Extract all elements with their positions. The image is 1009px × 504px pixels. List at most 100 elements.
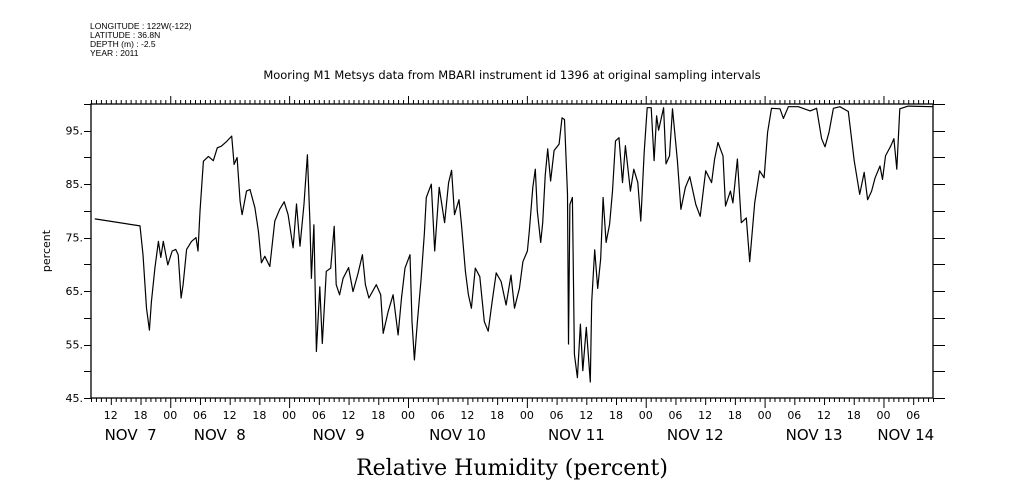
data-point — [597, 288, 599, 289]
data-point — [423, 234, 425, 235]
data-point — [833, 107, 834, 109]
data-point — [665, 163, 667, 165]
data-point — [180, 297, 182, 299]
data-point — [828, 131, 830, 133]
data-point — [821, 138, 822, 140]
data-point — [258, 230, 259, 232]
data-point — [643, 151, 645, 153]
data-point — [717, 142, 719, 143]
data-point — [567, 193, 568, 195]
data-point — [787, 106, 789, 108]
data-point — [438, 186, 440, 188]
data-point — [890, 145, 892, 147]
data-point — [203, 160, 204, 162]
data-point — [461, 224, 462, 226]
data-point — [171, 250, 173, 252]
y-tick-label: 95. — [66, 125, 84, 138]
data-point — [540, 242, 542, 243]
data-point — [640, 220, 642, 222]
x-day-label: NOV 9 — [313, 426, 365, 444]
x-day-label: NOV 7 — [105, 426, 157, 444]
data-point — [797, 106, 799, 108]
data-point — [495, 272, 497, 274]
data-point — [609, 223, 610, 225]
data-point — [470, 307, 472, 309]
data-point — [448, 182, 450, 183]
data-point — [474, 267, 476, 269]
x-hour-tick-label: 18 — [252, 409, 266, 422]
data-point — [553, 150, 555, 151]
x-hour-tick-label: 00 — [876, 409, 890, 422]
data-point — [397, 334, 399, 336]
data-point — [736, 158, 738, 160]
data-point — [684, 186, 686, 188]
data-point — [740, 222, 742, 224]
data-marks — [94, 105, 933, 383]
data-point — [669, 155, 670, 157]
data-point — [333, 226, 335, 227]
data-point — [763, 177, 765, 179]
data-point — [514, 307, 515, 309]
year-label: YEAR : 2011 — [90, 48, 139, 58]
data-point — [216, 147, 218, 149]
axes: 45. 55. 65. 75. 85. 95. 12 18 00 06 12 18 00 06 12 18 00… — [66, 96, 945, 444]
data-point — [236, 157, 238, 158]
data-point — [330, 267, 332, 269]
x-axis-title: Relative Humidity (percent) — [356, 456, 668, 481]
data-point — [874, 177, 876, 179]
data-point — [867, 199, 869, 201]
data-point — [689, 176, 691, 178]
data-point — [519, 288, 520, 289]
data-point — [303, 203, 305, 205]
data-point — [269, 266, 271, 267]
data-point — [465, 270, 466, 272]
data-point — [572, 197, 573, 198]
x-hour-tick-label: 06 — [906, 409, 920, 422]
data-point — [483, 321, 485, 322]
data-point — [569, 204, 571, 205]
x-hour-tick-label: 12 — [698, 409, 712, 422]
x-hour-tick-label: 18 — [728, 409, 742, 422]
data-point — [335, 284, 337, 286]
data-point — [771, 107, 772, 109]
data-point — [146, 307, 147, 309]
x-hour-tick-label: 18 — [371, 409, 385, 422]
y-tick-label: 55. — [66, 339, 84, 352]
x-hour-tick-label: 18 — [490, 409, 504, 422]
data-point — [695, 204, 697, 205]
data-point — [364, 284, 366, 286]
x-day-label: NOV 13 — [786, 426, 843, 444]
data-point — [809, 110, 811, 112]
data-point — [307, 154, 308, 156]
data-point — [151, 301, 152, 303]
data-point — [629, 190, 631, 192]
data-point — [730, 190, 731, 192]
data-point — [260, 262, 262, 264]
x-hour-tick-label: 12 — [223, 409, 237, 422]
data-point — [321, 343, 323, 344]
data-point — [195, 237, 197, 239]
depth-label: DEPTH (m) : -2.5 — [90, 39, 156, 49]
data-point — [542, 222, 544, 224]
x-hour-tick-label: 00 — [401, 409, 415, 422]
data-point — [650, 107, 652, 109]
data-point — [287, 214, 289, 216]
data-point — [233, 164, 235, 165]
data-point — [602, 197, 604, 198]
data-point — [220, 145, 222, 147]
y-tick-label: 75. — [66, 232, 84, 245]
data-point — [863, 172, 865, 173]
data-point — [207, 155, 209, 157]
x-hour-tick-label: 12 — [342, 409, 356, 422]
data-point — [434, 250, 436, 252]
data-point — [177, 254, 179, 256]
data-point — [339, 294, 341, 296]
data-point — [882, 178, 883, 180]
data-point — [711, 182, 713, 183]
data-point — [585, 327, 587, 328]
x-hour-tick-label: 00 — [520, 409, 534, 422]
data-point — [699, 215, 701, 217]
data-point — [633, 168, 635, 170]
data-point — [342, 277, 344, 279]
data-point — [444, 222, 446, 224]
